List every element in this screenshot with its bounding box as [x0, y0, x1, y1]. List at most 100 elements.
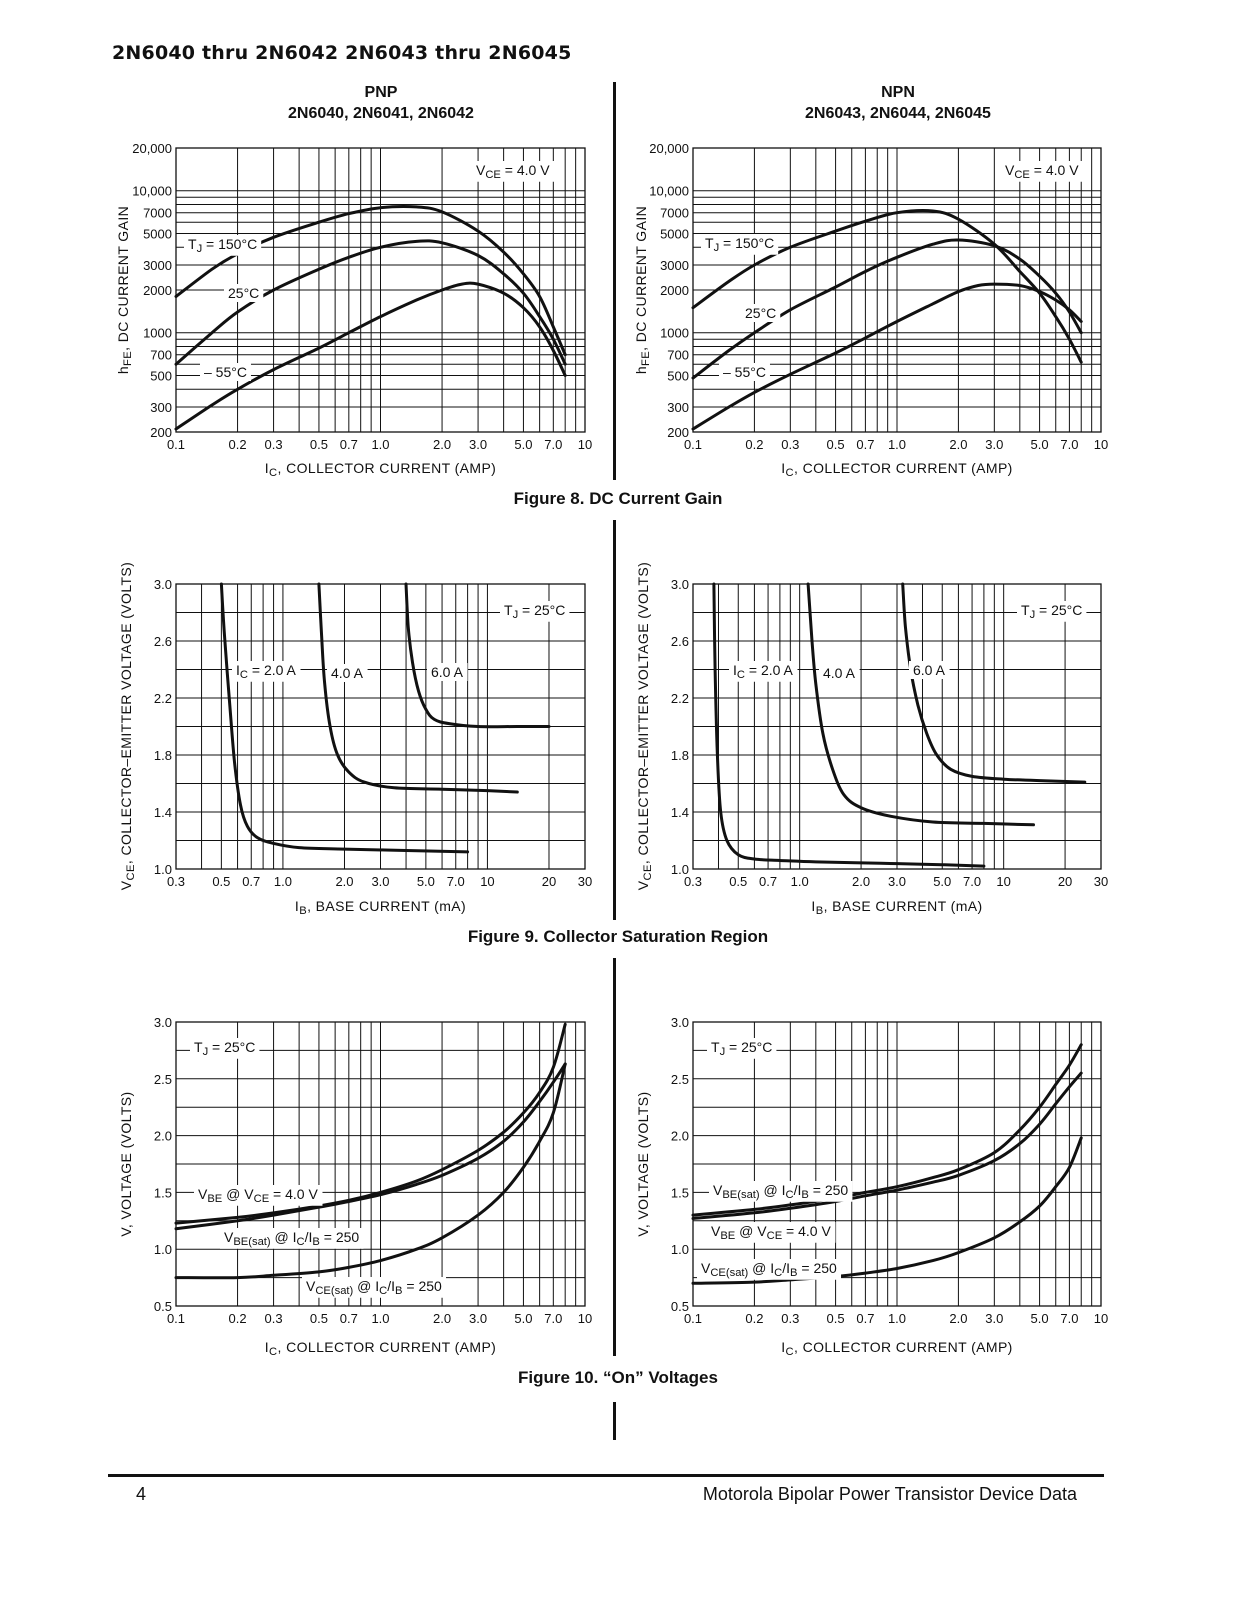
x-tick-label: 1.0 — [274, 874, 292, 889]
curve-label-background — [232, 661, 301, 682]
curve-label-background — [709, 1181, 853, 1202]
x-tick-label: 0.5 — [310, 437, 328, 452]
y-tick-label: 3.0 — [671, 1015, 689, 1030]
conditions-annotation: TJ = 25°C — [1021, 602, 1082, 621]
x-tick-label: 2.0 — [852, 874, 870, 889]
curve-label-background — [819, 664, 860, 682]
curve-label: 25°C — [745, 305, 776, 321]
x-tick-label: 0.3 — [781, 437, 799, 452]
y-tick-label: 200 — [150, 425, 172, 440]
plot-frame — [175, 147, 586, 433]
curve-label-background — [220, 1228, 364, 1249]
x-tick-label: 2.0 — [433, 1311, 451, 1326]
x-tick-label: 0.1 — [684, 437, 702, 452]
x-tick-label: 0.3 — [265, 437, 283, 452]
y-tick-label: 1.4 — [154, 805, 172, 820]
x-tick-label: 0.5 — [212, 874, 230, 889]
y-tick-label: 0.5 — [154, 1299, 172, 1314]
figure-8-caption: Figure 8. DC Current Gain — [513, 489, 723, 508]
curve-label-background — [200, 363, 251, 381]
x-tick-label: 2.0 — [949, 1311, 967, 1326]
series-line-1 — [174, 1062, 567, 1231]
y-tick-label: 500 — [150, 368, 172, 383]
y-tick-label: 7000 — [143, 206, 172, 221]
x-tick-label: 3.0 — [985, 1311, 1003, 1326]
curve-label: VBE @ VCE = 4.0 V — [198, 1186, 318, 1205]
x-tick-label: 0.2 — [745, 1311, 763, 1326]
x-tick-label: 20 — [1058, 874, 1072, 889]
y-tick-label: 1.5 — [671, 1185, 689, 1200]
y-tick-label: 1000 — [143, 326, 172, 341]
annotation-background — [1017, 601, 1087, 622]
x-tick-label: 5.0 — [933, 874, 951, 889]
y-tick-label: 1.0 — [671, 862, 689, 877]
y-tick-label: 3000 — [143, 258, 172, 273]
x-tick-label: 0.1 — [684, 1311, 702, 1326]
curve-label-background — [184, 235, 262, 256]
y-tick-label: 1.5 — [154, 1185, 172, 1200]
curve-label-background — [729, 661, 798, 682]
series-line-2 — [404, 582, 551, 729]
series-line-2 — [901, 582, 1087, 784]
x-tick-label: 3.0 — [469, 1311, 487, 1326]
y-tick-label: 2000 — [660, 283, 689, 298]
x-tick-label: 2.0 — [433, 437, 451, 452]
y-tick-label: 2.5 — [154, 1072, 172, 1087]
x-tick-label: 1.0 — [888, 1311, 906, 1326]
y-tick-label: 200 — [667, 425, 689, 440]
curve-label: 6.0 A — [913, 662, 946, 678]
x-tick-label: 7.0 — [544, 437, 562, 452]
x-tick-label: 5.0 — [514, 1311, 532, 1326]
x-tick-label: 20 — [542, 874, 556, 889]
y-tick-label: 1.0 — [671, 1242, 689, 1257]
npn-group-title: NPN 2N6043, 2N6044, 2N6045 — [748, 82, 1048, 124]
x-tick-label: 5.0 — [1031, 437, 1049, 452]
grid-lines — [175, 583, 586, 870]
x-tick-label: 5.0 — [1031, 1311, 1049, 1326]
y-axis-title: VCE, COLLECTOR–EMITTER VOLTAGE (VOLTS) — [635, 562, 654, 890]
x-tick-label: 5.0 — [514, 437, 532, 452]
y-tick-label: 3.0 — [154, 1015, 172, 1030]
series-line-0 — [712, 582, 986, 868]
conditions-annotation: TJ = 25°C — [711, 1039, 772, 1058]
x-tick-label: 3.0 — [888, 874, 906, 889]
x-tick-label: 10 — [480, 874, 494, 889]
y-tick-label: 7000 — [660, 206, 689, 221]
x-tick-label: 0.3 — [684, 874, 702, 889]
footer-rule — [108, 1474, 1104, 1477]
x-tick-label: 1.0 — [371, 1311, 389, 1326]
column-divider — [613, 520, 616, 920]
pnp-group-title: PNP 2N6040, 2N6041, 2N6042 — [231, 82, 531, 124]
y-tick-label: 3000 — [660, 258, 689, 273]
y-tick-label: 5000 — [143, 226, 172, 241]
series-line-1 — [691, 238, 1083, 380]
annotation-background — [190, 1038, 260, 1059]
x-tick-label: 0.2 — [229, 1311, 247, 1326]
x-axis-title: IB, BASE CURRENT (mA) — [295, 898, 466, 917]
curve-label: VCE(sat) @ IC/IB = 250 — [306, 1278, 442, 1297]
series-line-2 — [691, 282, 1083, 431]
x-tick-label: 30 — [578, 874, 592, 889]
curve-label: – 55°C — [204, 364, 247, 380]
x-tick-label: 0.7 — [856, 1311, 874, 1326]
x-axis-title: IC, COLLECTOR CURRENT (AMP) — [781, 460, 1013, 479]
x-tick-label: 0.2 — [745, 437, 763, 452]
series-line-2 — [174, 281, 567, 431]
y-tick-label: 2.6 — [671, 634, 689, 649]
curve-label-background — [427, 663, 468, 681]
y-tick-label: 700 — [667, 348, 689, 363]
x-tick-label: 7.0 — [1060, 1311, 1078, 1326]
series-line-1 — [691, 1071, 1083, 1220]
curve-label-background — [719, 363, 770, 381]
plot-frame — [175, 1021, 586, 1307]
y-tick-label: 2.0 — [154, 1129, 172, 1144]
curve-label-background — [741, 304, 781, 322]
conditions-annotation: TJ = 25°C — [504, 602, 565, 621]
curve-label-background — [909, 661, 950, 679]
y-tick-label: 3.0 — [671, 577, 689, 592]
plot-frame — [692, 147, 1102, 433]
y-tick-label: 20,000 — [132, 141, 172, 156]
npn-type-label: NPN — [881, 84, 915, 101]
